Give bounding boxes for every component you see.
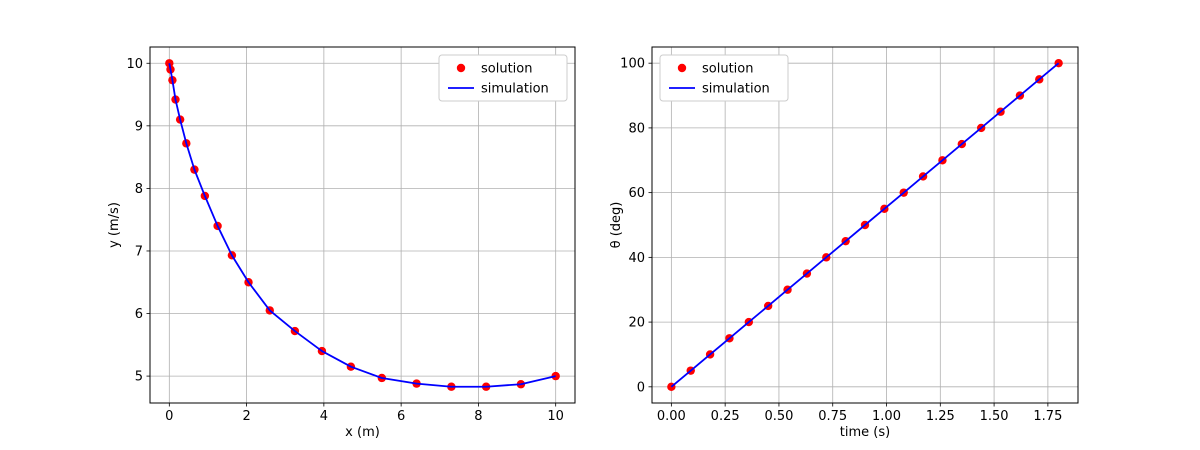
legend: solution simulation [438,54,568,102]
legend-label: solution [702,62,753,77]
theta-vs-time-chart: 0.00 0.25 0.50 0.75 1.00 1.25 1.50 1.75 0 20 40 60 8… [609,46,1079,440]
series-simulation [670,62,1060,388]
plot-border [149,46,576,404]
legend-marker-circle [677,63,687,73]
y-tick-label: 20 [628,316,645,331]
x-tick-label: 2 [242,409,250,424]
velocity-vs-position-chart: 0 2 4 6 8 10 5 6 7 8 9 10 x (m) y (m/s) solution simula… [107,46,576,440]
plot-border [651,46,1079,404]
y-tick-label: 100 [620,57,645,72]
x-tick-label: 1.25 [926,409,955,424]
x-tick-label: 0.00 [657,409,686,424]
x-axis: 0 2 4 6 8 10 [165,403,564,424]
x-tick-label: 4 [320,409,328,424]
y-axis: 5 6 7 8 9 10 [126,57,150,385]
legend-label: simulation [481,82,549,97]
series-solution [165,59,560,391]
x-tick-label: 0.75 [818,409,847,424]
x-tick-label: 8 [474,409,482,424]
y-tick-label: 5 [135,370,143,385]
legend-label: solution [481,62,532,77]
x-tick-label: 0.50 [764,409,793,424]
y-tick-label: 6 [135,307,143,322]
grid [150,47,575,403]
x-tick-label: 1.75 [1033,409,1062,424]
x-tick-label: 1.00 [872,409,901,424]
series-group [165,59,560,391]
x-axis: 0.00 0.25 0.50 0.75 1.00 1.25 1.50 1.75 [657,403,1062,424]
x-tick-label: 0.25 [711,409,740,424]
y-tick-label: 7 [135,244,143,259]
x-tick-label: 6 [397,409,405,424]
y-axis-label: θ (deg) [609,202,624,249]
y-tick-label: 80 [628,121,645,136]
x-tick-label: 10 [547,409,564,424]
y-tick-label: 60 [628,186,645,201]
legend-label: simulation [702,82,770,97]
y-axis: 0 20 40 60 80 100 [620,57,652,395]
legend-marker-circle [456,63,466,73]
x-tick-label: 0 [165,409,173,424]
series-group [667,58,1063,392]
y-tick-label: 8 [135,182,143,197]
x-axis-label: time (s) [840,425,890,440]
x-axis-label: x (m) [345,425,380,440]
y-tick-label: 9 [135,119,143,134]
y-tick-label: 0 [637,380,645,395]
series-simulation [168,63,556,388]
x-tick-label: 1.50 [980,409,1009,424]
y-tick-label: 40 [628,251,645,266]
y-axis-label: y (m/s) [107,202,122,248]
y-tick-label: 10 [126,57,143,72]
legend: solution simulation [659,54,789,102]
grid [652,47,1078,403]
